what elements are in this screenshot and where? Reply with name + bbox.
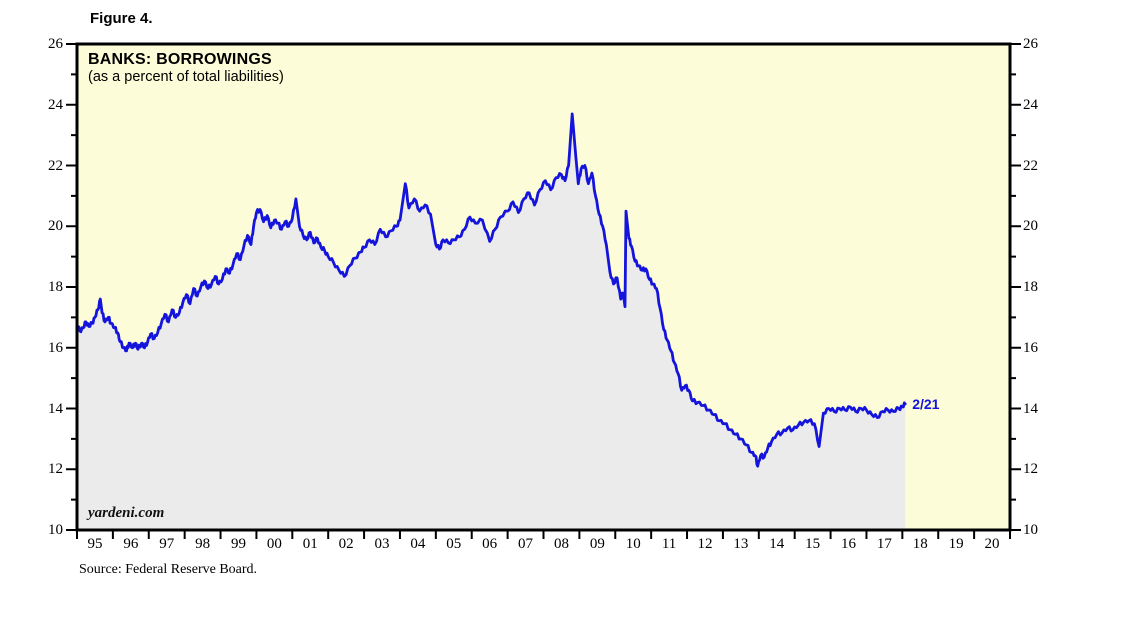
chart-title: BANKS: BORROWINGS — [88, 51, 272, 68]
y-axis-label-right: 26 — [1023, 36, 1038, 52]
x-axis-label: 17 — [876, 536, 892, 552]
x-axis-label: 02 — [338, 536, 354, 552]
y-axis-label-left: 26 — [48, 36, 63, 52]
y-axis-label-right: 24 — [1023, 96, 1038, 113]
x-axis-label: 12 — [697, 536, 713, 552]
y-axis-label-left: 22 — [48, 157, 63, 174]
x-axis-label: 16 — [841, 536, 857, 552]
x-axis-label: 04 — [410, 536, 426, 552]
x-axis-label: 97 — [159, 536, 175, 552]
y-axis-label-right: 10 — [1023, 522, 1038, 538]
chart-subtitle: (as a percent of total liabilities) — [88, 69, 284, 85]
x-axis-label: 20 — [984, 536, 1000, 552]
y-axis-label-right: 18 — [1023, 279, 1038, 295]
y-axis-label-left: 12 — [48, 461, 63, 478]
x-axis-label: 11 — [661, 536, 677, 552]
y-axis-label-left: 24 — [48, 96, 63, 113]
x-axis-label: 95 — [87, 536, 103, 552]
x-axis-label: 09 — [589, 536, 605, 552]
y-axis-label-left: 10 — [48, 522, 63, 538]
x-axis-label: 07 — [518, 536, 534, 552]
x-axis-label: 03 — [374, 536, 390, 552]
y-axis-label-right: 22 — [1023, 157, 1038, 174]
x-axis-label: 10 — [625, 536, 641, 552]
figure-label: Figure 4. — [90, 10, 153, 27]
series-line — [75, 112, 907, 468]
y-axis-label-right: 20 — [1023, 218, 1038, 235]
series-area-fill — [77, 113, 906, 529]
y-axis-label-right: 14 — [1023, 400, 1038, 417]
x-axis-label: 99 — [230, 536, 246, 552]
x-axis-label: 96 — [123, 536, 139, 552]
plot-frame — [75, 42, 1012, 532]
x-axis-label: 14 — [769, 536, 785, 552]
y-axis-label-left: 18 — [48, 279, 63, 295]
x-axis-label: 05 — [446, 536, 462, 552]
watermark-yardeni: yardeni.com — [88, 505, 165, 521]
y-axis-label-left: 14 — [48, 400, 63, 417]
x-axis-label: 19 — [948, 536, 964, 552]
last-point-label: 2/21 — [912, 395, 940, 412]
y-axis-label-left: 20 — [48, 218, 63, 235]
x-axis-label: 00 — [266, 536, 282, 552]
x-axis-label: 13 — [733, 536, 749, 552]
x-axis-label: 98 — [195, 536, 211, 552]
x-axis-label: 06 — [482, 536, 498, 552]
x-axis-label: 18 — [912, 536, 928, 552]
x-axis-label: 15 — [805, 536, 821, 552]
y-axis-label-right: 16 — [1023, 339, 1038, 356]
x-axis-label: 08 — [553, 536, 569, 552]
y-axis-label-right: 12 — [1023, 461, 1038, 478]
x-axis-label: 01 — [302, 536, 318, 552]
y-axis-label-left: 16 — [48, 339, 63, 356]
source-note: Source: Federal Reserve Board. — [79, 562, 258, 577]
